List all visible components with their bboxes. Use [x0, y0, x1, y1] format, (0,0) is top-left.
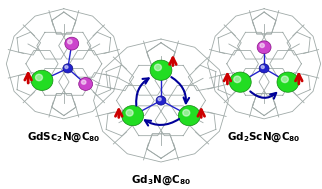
Circle shape	[277, 72, 299, 92]
Circle shape	[281, 76, 288, 83]
Circle shape	[31, 70, 53, 90]
Circle shape	[65, 66, 68, 69]
Circle shape	[234, 76, 241, 83]
Text: $\mathbf{GdSc_2N@C_{80}}$: $\mathbf{GdSc_2N@C_{80}}$	[27, 131, 100, 144]
Circle shape	[178, 106, 200, 126]
Circle shape	[79, 77, 93, 90]
Text: $\mathbf{Gd_2ScN@C_{80}}$: $\mathbf{Gd_2ScN@C_{80}}$	[227, 131, 301, 144]
Circle shape	[257, 41, 271, 54]
Circle shape	[65, 37, 79, 50]
Circle shape	[261, 66, 264, 69]
Circle shape	[122, 106, 144, 126]
Circle shape	[156, 96, 166, 105]
Circle shape	[183, 110, 190, 116]
Circle shape	[68, 40, 72, 44]
Circle shape	[35, 74, 43, 81]
Circle shape	[126, 110, 133, 116]
Circle shape	[81, 80, 86, 84]
Circle shape	[155, 64, 161, 71]
Circle shape	[150, 60, 172, 80]
Circle shape	[229, 72, 251, 92]
Circle shape	[63, 64, 73, 73]
Circle shape	[158, 98, 161, 101]
Circle shape	[259, 64, 269, 73]
Text: $\mathbf{Gd_3N@C_{80}}$: $\mathbf{Gd_3N@C_{80}}$	[131, 174, 191, 187]
Circle shape	[260, 43, 264, 48]
